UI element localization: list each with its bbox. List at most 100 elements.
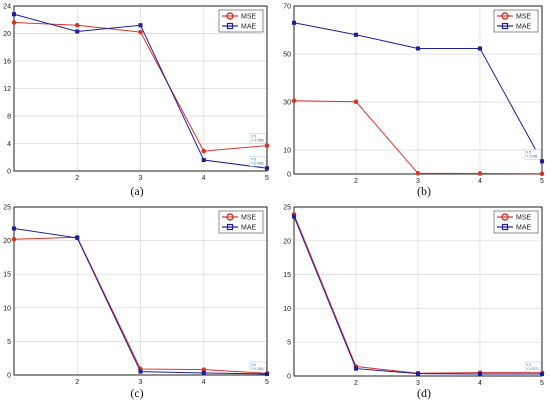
legend-label-mse: MSE — [241, 14, 257, 21]
datatip-box — [524, 361, 542, 373]
x-tick-label: 3 — [416, 178, 420, 185]
legend-label-mse: MSE — [516, 14, 532, 21]
data-point-mse — [477, 171, 483, 176]
datatip[interactable]: X 5Y 3.7895 — [249, 133, 267, 144]
panel-c: 2 3 4 5 0 5 10 15 20 25 X 5Y 0.1581 MSE MAE (c) — [3, 205, 270, 400]
datatip-text: X 5 — [251, 135, 256, 139]
y-tick-label: 20 — [283, 238, 291, 245]
data-point-mae — [138, 369, 143, 374]
data-point-mae — [75, 235, 80, 240]
legend-marker-mse — [501, 213, 509, 221]
datatip-box — [249, 361, 267, 373]
plot-frame — [293, 206, 543, 377]
data-point-mae — [539, 371, 545, 377]
y-tick-label: 25 — [3, 205, 11, 212]
datatip[interactable]: X 5Y 5.338 — [524, 149, 542, 160]
legend-label-mse: MSE — [516, 215, 532, 222]
datatip-text: X 5 — [526, 150, 531, 154]
y-tick-label: 20 — [3, 31, 11, 38]
plot-frame — [13, 5, 268, 172]
data-point-mse — [264, 143, 270, 148]
datatip[interactable]: X 5Y 0.4955 — [249, 156, 267, 167]
datatip-text: Y 5.338 — [526, 154, 537, 158]
y-tick-label: 0 — [287, 172, 291, 179]
data-point-mae — [291, 214, 297, 219]
y-tick-label: 10 — [283, 148, 291, 155]
data-point-mae — [11, 226, 17, 231]
x-tick-label: 5 — [540, 178, 544, 185]
y-tick-label: 25 — [283, 205, 291, 212]
data-point-mae — [477, 371, 483, 377]
y-tick-label: 0 — [7, 169, 11, 176]
panel-label: (d) — [417, 386, 431, 400]
x-tick-label: 5 — [265, 379, 269, 386]
y-tick-label: 15 — [3, 272, 11, 279]
legend-marker-mae — [226, 223, 234, 231]
datatip-box — [524, 149, 542, 160]
data-point-mae — [415, 46, 421, 51]
panel-label: (a) — [130, 184, 143, 198]
datatip-text: Y 0.3071 — [526, 367, 539, 371]
y-tick-label: 70 — [283, 4, 291, 11]
legend-marker-mae — [501, 223, 509, 231]
legend-label-mae: MAE — [516, 225, 532, 232]
legend-label-mse: MSE — [241, 215, 257, 222]
data-point-mae — [415, 371, 421, 376]
panel-label: (c) — [130, 386, 143, 400]
datatip-text: Y 3.7895 — [251, 139, 264, 143]
data-point-mse — [201, 148, 207, 154]
data-point-mae — [201, 157, 206, 163]
data-point-mse — [11, 20, 17, 25]
x-tick-label: 3 — [139, 379, 143, 386]
data-point-mae — [477, 46, 483, 51]
data-point-mae — [138, 23, 143, 28]
data-point-mse — [138, 29, 143, 35]
y-tick-label: 24 — [3, 4, 11, 11]
y-tick-label: 20 — [3, 238, 11, 245]
y-tick-label: 5 — [287, 340, 291, 347]
y-tick-label: 10 — [283, 306, 291, 313]
data-point-mse — [415, 170, 421, 176]
x-tick-label: 3 — [139, 175, 143, 182]
legend-marker-mse — [501, 12, 509, 20]
legend-marker-mae — [501, 22, 509, 30]
data-point-mae — [539, 159, 545, 164]
datatip-box — [249, 156, 267, 167]
data-point-mse — [74, 22, 80, 28]
y-tick-label: 10 — [3, 305, 11, 312]
x-tick-label: 2 — [354, 178, 358, 185]
legend[interactable]: MSE MAE — [218, 210, 264, 234]
legend-label-mae: MAE — [241, 24, 257, 31]
data-point-mse — [353, 99, 359, 105]
legend-marker-mse — [226, 213, 234, 221]
x-tick-label: 3 — [416, 380, 420, 387]
data-point-mse — [291, 98, 297, 104]
legend[interactable]: MSE MAE — [493, 9, 539, 33]
y-tick-label: 50 — [283, 52, 291, 59]
panel-d: 2 3 4 5 0 5 10 15 20 25 X 5Y 0.3071 MSE MAE (d) — [283, 205, 545, 400]
y-tick-label: 15 — [283, 272, 291, 279]
datatip-box — [249, 133, 267, 144]
legend-marker-mse — [226, 12, 234, 20]
data-point-mse — [11, 236, 17, 242]
plot-frame — [13, 206, 268, 376]
x-tick-label: 2 — [354, 380, 358, 387]
data-point-mae — [75, 29, 80, 34]
x-tick-label: 5 — [265, 175, 269, 182]
y-tick-label: 4 — [7, 141, 11, 148]
data-point-mae — [11, 12, 17, 17]
data-point-mse — [539, 171, 545, 177]
datatip[interactable]: X 5Y 0.3071 — [524, 361, 542, 373]
data-point-mae — [353, 366, 359, 371]
x-tick-label: 4 — [202, 175, 206, 182]
x-tick-label: 2 — [75, 175, 79, 182]
x-tick-label: 5 — [540, 380, 544, 387]
datatip-text: X 5 — [251, 363, 256, 367]
panel-label: (b) — [417, 184, 431, 198]
legend[interactable]: MSE MAE — [493, 210, 539, 234]
legend[interactable]: MSE MAE — [218, 9, 264, 33]
datatip[interactable]: X 5Y 0.1581 — [249, 361, 267, 373]
